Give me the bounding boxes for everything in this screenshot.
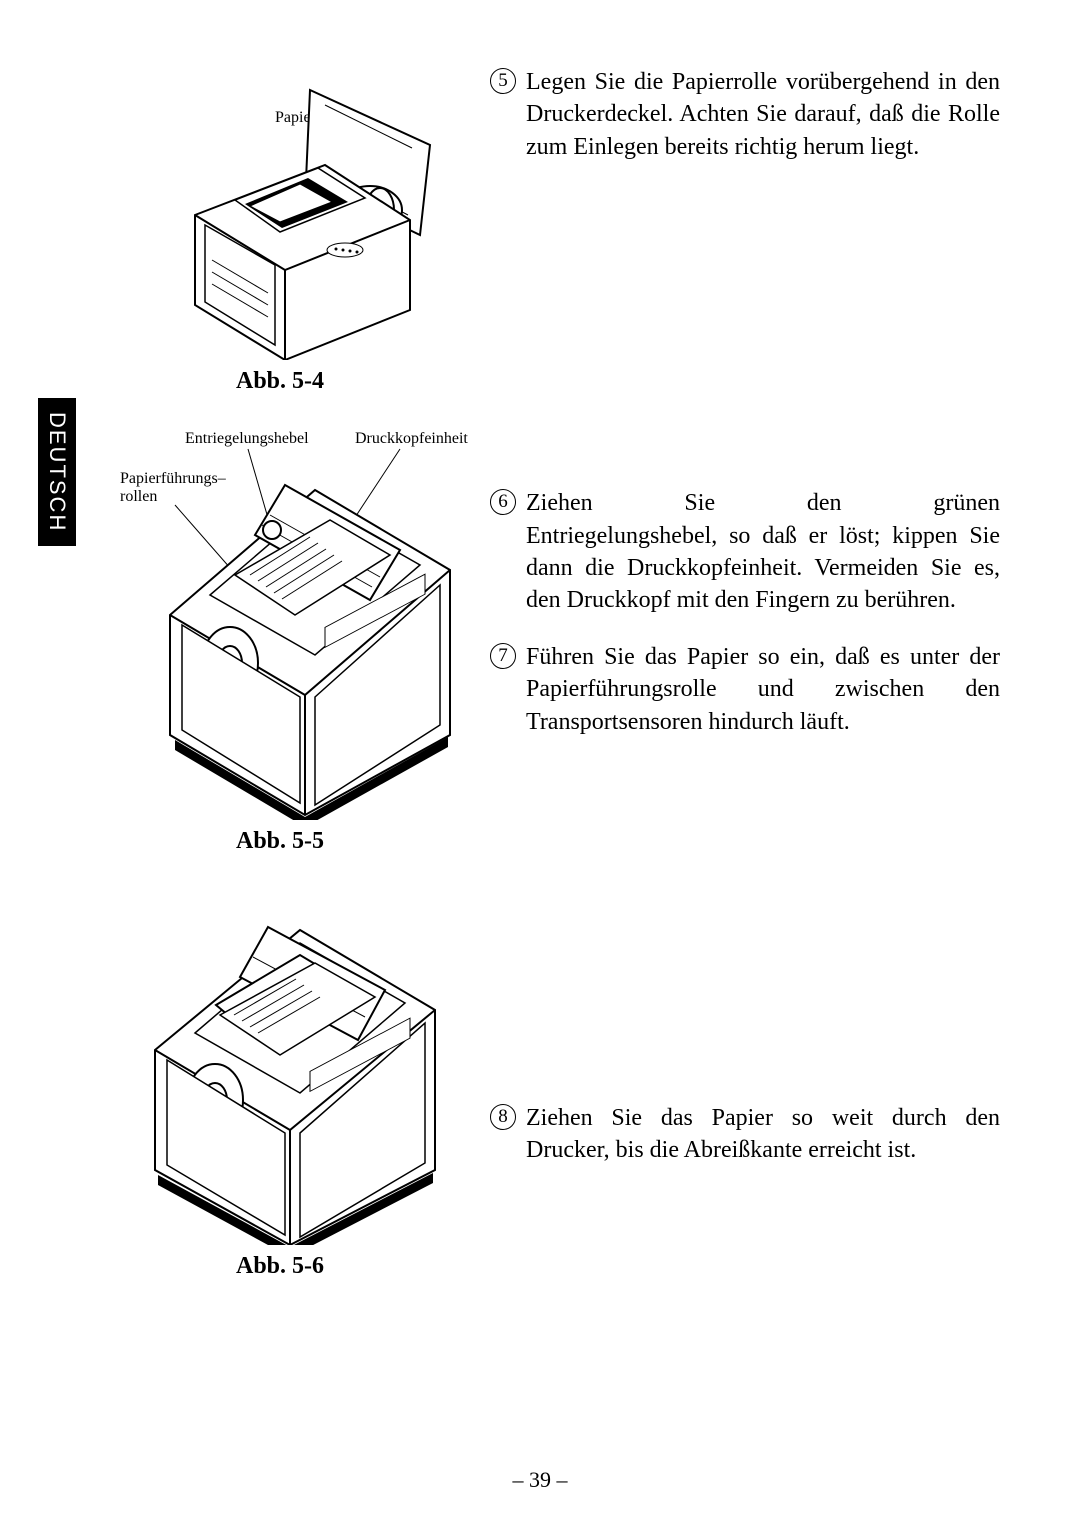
- step-text: Führen Sie das Papier so ein, daß es unt…: [526, 641, 1000, 738]
- step-6: 6 Ziehen Sie den grünen Entriegelungsheb…: [490, 487, 1000, 617]
- step-text: Legen Sie die Papierrolle vorübergehend …: [526, 66, 1000, 163]
- figures-column: Papierrolle: [60, 60, 460, 1310]
- text-column: 5 Legen Sie die Papierrolle vorübergehen…: [460, 60, 1020, 1310]
- figure-5-4: Papierrolle: [100, 60, 460, 395]
- guide-rollers-label-2: rollen: [120, 488, 157, 505]
- figure-caption: Abb. 5-6: [100, 1253, 460, 1280]
- step-7: 7 Führen Sie das Papier so ein, daß es u…: [490, 641, 1000, 738]
- two-column-layout: Papierrolle: [60, 60, 1020, 1310]
- step-number-icon: 7: [490, 643, 516, 669]
- printer-illustration-1: Papierrolle: [100, 60, 460, 360]
- release-lever-label: Entriegelungshebel: [185, 430, 309, 447]
- step-number-icon: 5: [490, 68, 516, 94]
- figure-caption: Abb. 5-5: [100, 828, 460, 855]
- language-tab: DEUTSCH: [38, 398, 76, 546]
- step-5: 5 Legen Sie die Papierrolle vorübergehen…: [490, 66, 1000, 163]
- guide-rollers-label-1: Papierführungs–: [120, 470, 227, 487]
- figure-caption: Abb. 5-4: [100, 368, 460, 395]
- printer-illustration-3: [100, 885, 460, 1245]
- step-8: 8 Ziehen Sie das Papier so weit durch de…: [490, 1102, 1000, 1167]
- step-number-icon: 6: [490, 489, 516, 515]
- figure-5-5: Entriegelungshebel Druckkopfeinheit Papi…: [100, 425, 460, 855]
- printhead-unit-label: Druckkopfeinheit: [355, 430, 468, 447]
- figure-5-6: Abb. 5-6: [100, 885, 460, 1280]
- manual-page: DEUTSCH Papierrolle: [0, 0, 1080, 1533]
- printer-illustration-2: Entriegelungshebel Druckkopfeinheit Papi…: [100, 425, 480, 820]
- step-text: Ziehen Sie das Papier so weit durch den …: [526, 1102, 1000, 1167]
- page-number: – 39 –: [0, 1467, 1080, 1493]
- step-text: Ziehen Sie den grünen Entriegelungshebel…: [526, 487, 1000, 617]
- step-number-icon: 8: [490, 1104, 516, 1130]
